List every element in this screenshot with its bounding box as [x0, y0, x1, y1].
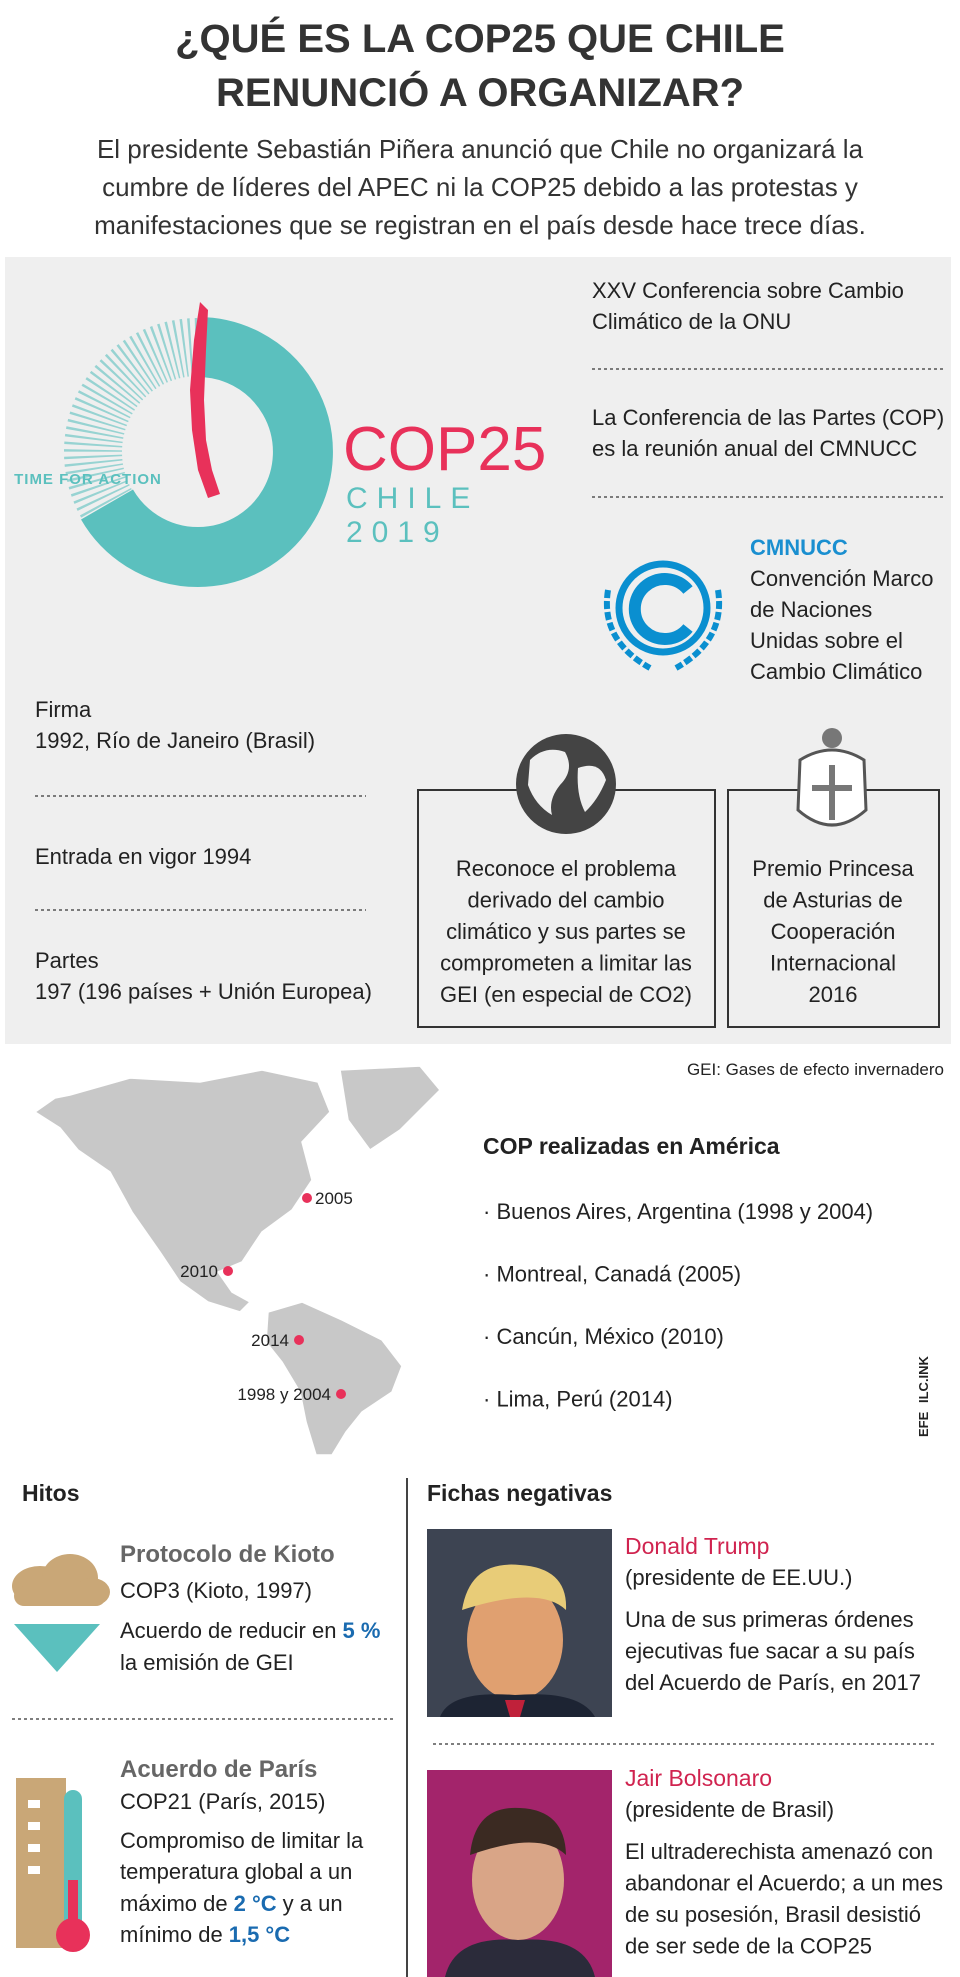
conference-name: Climático de la ONU	[592, 309, 791, 334]
person-name: Jair Bolsonaro	[625, 1765, 772, 1791]
person-text: de ser sede de la COP25	[625, 1934, 872, 1959]
person-role: (presidente de Brasil)	[625, 1797, 834, 1822]
credit: EFE ILC.INK	[916, 1355, 931, 1437]
fact-value: 1992, Río de Janeiro (Brasil)	[35, 728, 315, 753]
fact-value: 197 (196 países + Unión Europea)	[35, 979, 372, 1004]
person-text: abandonar el Acuerdo; a un mes	[625, 1871, 943, 1896]
person-text: Una de sus primeras órdenes	[625, 1607, 914, 1632]
credit-text: EFE	[916, 1411, 931, 1437]
map-dot	[336, 1389, 346, 1399]
box-text: de Asturias de	[763, 888, 902, 913]
fact-label: Partes	[35, 948, 99, 973]
box-text: derivado del cambio	[468, 888, 665, 913]
box-text: Cooperación	[771, 919, 896, 944]
milestone-text: temperatura global a un	[120, 1859, 352, 1884]
text-part: Acuerdo de reducir en	[120, 1618, 336, 1643]
americas-title: COP realizadas en América	[483, 1133, 780, 1159]
americas-item: · Montreal, Canadá (2005)	[483, 1262, 741, 1287]
subtitle-line: cumbre de líderes del APEC ni la COP25 d…	[102, 172, 858, 202]
fact-value: 1994	[202, 844, 251, 869]
person-name: Donald Trump	[625, 1533, 769, 1559]
highlight: 1,5 °C	[229, 1922, 290, 1947]
fact-label: Firma	[35, 697, 92, 722]
cmnucc-logo	[604, 560, 722, 671]
conference-name: XXV Conferencia sobre Cambio	[592, 278, 904, 303]
cmnucc-name: Cambio Climático	[750, 659, 922, 684]
box-text: Premio Princesa	[752, 856, 914, 881]
note: GEI: Gases de efecto invernadero	[687, 1060, 944, 1079]
person-text: de su posesión, Brasil desistió	[625, 1902, 921, 1927]
highlight: 2 °C	[234, 1891, 277, 1916]
conference-description: es la reunión anual del CMNUCC	[592, 436, 917, 461]
photo-bolsonaro	[427, 1770, 612, 1977]
credit-text: ILC.INK	[916, 1355, 931, 1403]
milestone-text: máximo de 2 °C y a un	[120, 1891, 343, 1916]
map-dot	[294, 1335, 304, 1345]
title-line: RENUNCIÓ A ORGANIZAR?	[216, 69, 744, 115]
map-dot	[302, 1193, 312, 1203]
milestone-text: la emisión de GEI	[120, 1650, 294, 1675]
milestone-text: mínimo de 1,5 °C	[120, 1922, 290, 1947]
person-text: El ultraderechista amenazó con	[625, 1839, 933, 1864]
box-text: 2016	[809, 982, 858, 1007]
milestone-text: Acuerdo de reducir en 5 %	[120, 1618, 380, 1643]
person-text: ejecutivas fue sacar a su país	[625, 1639, 915, 1664]
thermometer-icon	[16, 1778, 90, 1952]
americas-item: · Lima, Perú (2014)	[483, 1387, 673, 1412]
map-label: 2014	[251, 1331, 289, 1350]
title-line: ¿QUÉ ES LA COP25 QUE CHILE	[175, 16, 785, 61]
fact-line: Entrada en vigor 1994	[35, 844, 251, 869]
americas-list: · Buenos Aires, Argentina (1998 y 2004) ·…	[483, 1199, 873, 1412]
subtitle-line: manifestaciones que se registran en el p…	[94, 210, 866, 240]
map-label: 2005	[315, 1189, 353, 1208]
section-title: Hitos	[22, 1480, 80, 1506]
panel	[5, 257, 951, 1044]
map-labels: 2005 2010 2014 1998 y 2004	[180, 1189, 353, 1404]
cloud-icon	[12, 1554, 110, 1606]
milestone-name: Protocolo de Kioto	[120, 1541, 335, 1568]
box-text: comprometen a limitar las	[440, 951, 692, 976]
text-part: mínimo de	[120, 1922, 223, 1947]
globe-icon	[516, 734, 616, 834]
box-text: climático y sus partes se	[446, 919, 686, 944]
box-text: Internacional	[770, 951, 896, 976]
milestone-text: Compromiso de limitar la	[120, 1828, 364, 1853]
box-text: GEI (en especial de CO2)	[440, 982, 692, 1007]
emblem-icon	[796, 728, 868, 827]
milestone-event: COP3 (Kioto, 1997)	[120, 1578, 312, 1603]
cop25-logo: TIME FOR ACTION COP25 CHILE 2019	[14, 302, 546, 587]
cmnucc-name: de Naciones	[750, 597, 872, 622]
cmnucc-name: Unidas sobre el	[750, 628, 903, 653]
milestone-name: Acuerdo de París	[120, 1756, 317, 1783]
logo-year: 2019	[346, 516, 449, 549]
box-text: Reconoce el problema	[456, 856, 677, 881]
subtitle-line: El presidente Sebastián Piñera anunció q…	[97, 134, 864, 164]
cmnucc-name: Convención Marco	[750, 566, 933, 591]
conference-description: La Conferencia de las Partes (COP)	[592, 405, 944, 430]
map-label: 2010	[180, 1262, 218, 1281]
highlight: 5 %	[342, 1618, 380, 1643]
person-role: (presidente de EE.UU.)	[625, 1565, 852, 1590]
people: Donald Trump (presidente de EE.UU.) Una de…	[625, 1533, 943, 1959]
section-title: Fichas negativas	[427, 1480, 612, 1506]
text-part: máximo de	[120, 1891, 228, 1916]
logo-name: COP25	[343, 415, 546, 484]
box-texts: Reconoce el problema derivado del cambio c…	[440, 856, 914, 1007]
triangle-icon	[14, 1624, 100, 1672]
map-dot	[223, 1266, 233, 1276]
americas-item: · Cancún, México (2010)	[483, 1324, 724, 1349]
text-part: y a un	[283, 1891, 343, 1916]
americas-item: · Buenos Aires, Argentina (1998 y 2004)	[483, 1199, 873, 1224]
cmnucc-acronym: CMNUCC	[750, 535, 848, 560]
map-label: 1998 y 2004	[237, 1385, 331, 1404]
milestone-event: COP21 (París, 2015)	[120, 1789, 325, 1814]
photo-trump	[427, 1529, 612, 1717]
logo-country: CHILE	[346, 482, 479, 515]
logo-tagline: TIME FOR ACTION	[14, 471, 162, 488]
fact-label: Entrada en vigor	[35, 844, 196, 869]
person-text: del Acuerdo de París, en 2017	[625, 1670, 921, 1695]
